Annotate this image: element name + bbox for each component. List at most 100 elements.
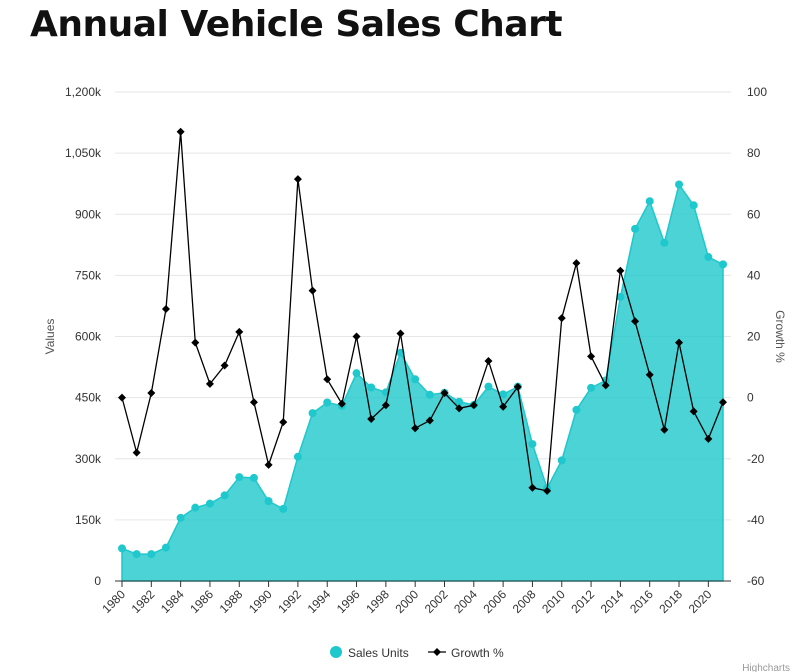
growth-point[interactable]	[396, 329, 405, 338]
sales-point[interactable]	[396, 348, 405, 357]
sales-point[interactable]	[264, 497, 273, 506]
right-tick-label: -40	[747, 513, 765, 527]
legend-growth-label: Growth %	[451, 646, 504, 660]
sales-point[interactable]	[132, 550, 141, 559]
sales-point[interactable]	[616, 292, 625, 301]
sales-point[interactable]	[293, 452, 302, 461]
x-tick-label: 1990	[246, 587, 275, 616]
x-tick-label: 2020	[686, 587, 715, 616]
growth-point[interactable]	[704, 434, 713, 443]
sales-point[interactable]	[675, 180, 684, 189]
sales-point[interactable]	[191, 503, 200, 512]
sales-point[interactable]	[645, 197, 654, 206]
sales-point[interactable]	[660, 238, 669, 247]
growth-point[interactable]	[484, 356, 493, 365]
growth-line[interactable]	[121, 131, 724, 492]
growth-point[interactable]	[293, 175, 302, 184]
x-tick-label: 2000	[393, 587, 422, 616]
growth-point[interactable]	[572, 259, 581, 268]
growth-point[interactable]	[616, 266, 625, 275]
right-tick-label: -60	[747, 574, 765, 588]
sales-point[interactable]	[118, 544, 126, 553]
sales-point[interactable]	[323, 398, 332, 407]
growth-point[interactable]	[719, 398, 727, 407]
left-tick-label: 300k	[75, 452, 102, 466]
growth-point[interactable]	[279, 418, 288, 427]
right-tick-label: -20	[747, 452, 765, 466]
sales-point[interactable]	[161, 543, 170, 552]
growth-point[interactable]	[176, 127, 185, 136]
right-tick-label: 80	[747, 146, 761, 160]
sales-point[interactable]	[249, 473, 258, 482]
growth-point[interactable]	[235, 327, 244, 336]
sales-point[interactable]	[484, 382, 493, 391]
growth-point[interactable]	[440, 389, 449, 398]
growth-point[interactable]	[513, 382, 522, 391]
growth-point[interactable]	[689, 407, 698, 416]
growth-point[interactable]	[367, 415, 376, 424]
sales-point[interactable]	[279, 504, 288, 513]
growth-point[interactable]	[381, 401, 390, 410]
x-tick-label: 1980	[99, 587, 128, 616]
growth-point[interactable]	[411, 424, 420, 433]
sales-point[interactable]	[499, 390, 508, 399]
sales-point[interactable]	[352, 369, 361, 378]
growth-point[interactable]	[191, 338, 200, 347]
legend-sales-units-label: Sales Units	[348, 646, 409, 660]
growth-point[interactable]	[118, 393, 126, 402]
growth-point[interactable]	[337, 399, 346, 408]
growth-point[interactable]	[425, 416, 434, 425]
growth-point[interactable]	[557, 314, 566, 323]
sales-point[interactable]	[176, 513, 185, 522]
growth-point[interactable]	[675, 338, 684, 347]
sales-point[interactable]	[411, 375, 420, 384]
x-tick-label: 1988	[217, 587, 246, 616]
growth-points	[118, 127, 727, 495]
growth-point[interactable]	[645, 370, 654, 379]
sales-point[interactable]	[455, 397, 464, 406]
sales-point[interactable]	[220, 491, 229, 500]
growth-point[interactable]	[499, 402, 508, 411]
sales-point[interactable]	[235, 473, 244, 482]
legend-item-sales-units[interactable]: Sales Units	[330, 646, 409, 660]
growth-point[interactable]	[205, 379, 214, 388]
right-tick-label: 40	[747, 268, 761, 282]
growth-point[interactable]	[587, 352, 596, 361]
sales-point[interactable]	[719, 260, 727, 269]
growth-point[interactable]	[352, 332, 361, 341]
growth-point[interactable]	[308, 286, 317, 295]
growth-point[interactable]	[601, 381, 610, 390]
sales-point[interactable]	[704, 253, 713, 262]
legend-item-growth[interactable]: Growth %	[428, 646, 504, 660]
sales-point[interactable]	[689, 201, 698, 210]
growth-point[interactable]	[455, 404, 464, 413]
sales-point[interactable]	[631, 224, 640, 233]
sales-point[interactable]	[587, 383, 596, 392]
chart-credit[interactable]: Highcharts	[742, 663, 790, 672]
sales-point[interactable]	[147, 550, 156, 559]
growth-point[interactable]	[249, 398, 258, 407]
growth-point[interactable]	[469, 401, 478, 410]
sales-point[interactable]	[528, 440, 537, 449]
sales-point[interactable]	[205, 499, 214, 508]
growth-point[interactable]	[132, 448, 141, 457]
growth-point[interactable]	[660, 425, 669, 434]
growth-point[interactable]	[323, 375, 332, 384]
sales-point[interactable]	[425, 390, 434, 399]
growth-point[interactable]	[543, 486, 552, 495]
x-tick-label: 1984	[158, 587, 187, 616]
growth-point[interactable]	[220, 361, 229, 370]
growth-point[interactable]	[161, 304, 170, 313]
sales-point[interactable]	[367, 383, 376, 392]
growth-point[interactable]	[147, 389, 156, 398]
right-tick-label: 20	[747, 330, 761, 344]
sales-point[interactable]	[572, 405, 581, 414]
x-tick-label: 2014	[598, 587, 627, 616]
growth-point[interactable]	[528, 483, 537, 492]
x-tick-label: 1986	[187, 587, 216, 616]
sales-point[interactable]	[557, 456, 566, 465]
growth-point[interactable]	[631, 317, 640, 326]
sales-point[interactable]	[308, 409, 317, 418]
growth-point[interactable]	[264, 460, 273, 469]
x-tick-label: 1992	[275, 587, 304, 616]
